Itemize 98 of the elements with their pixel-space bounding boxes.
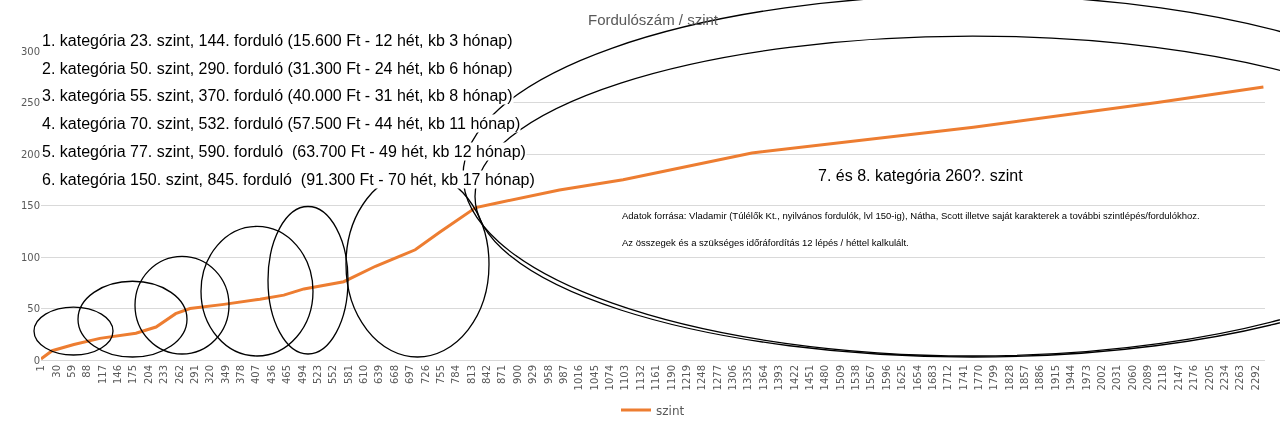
x-tick-label: 2176	[1188, 365, 1200, 391]
x-tick-label: 581	[342, 365, 354, 385]
x-tick-label: 2234	[1218, 365, 1230, 391]
x-tick-label: 146	[112, 365, 124, 385]
annotation: 5. kategória 77. szint, 590. forduló (63.700 Ft - 49 hét, kb 12 hónap)	[42, 143, 526, 160]
annotation: 4. kategória 70. szint, 532. forduló (57.500 Ft - 44 hét, kb 11 hónap)	[42, 115, 521, 132]
x-tick-label: 610	[358, 365, 370, 385]
x-tick-label: 784	[450, 365, 462, 385]
x-tick-label: 2002	[1095, 365, 1107, 391]
x-tick-label: 2205	[1203, 365, 1215, 391]
x-tick-label: 523	[311, 365, 323, 385]
x-tick-label: 987	[557, 365, 569, 385]
y-tick-label: 250	[20, 97, 40, 108]
text: 1. kategória 23. szint, 144. forduló (15.600 Ft - 12 hét, kb 3 hónap)	[42, 32, 513, 49]
x-tick-label: 1	[35, 365, 47, 372]
x-tick-label: 1161	[650, 365, 662, 391]
x-tick-label: 697	[404, 365, 416, 385]
x-tick-label: 349	[219, 365, 231, 385]
x-tick-label: 494	[296, 365, 308, 385]
annotation: 7. és 8. kategória 260?. szint	[818, 167, 1024, 184]
x-tick-label: 668	[388, 365, 400, 385]
x-tick-label: 552	[327, 365, 339, 385]
x-tick-label: 1451	[803, 365, 815, 391]
x-tick-label: 117	[96, 365, 108, 385]
x-tick-label: 175	[127, 365, 139, 385]
x-tick-label: 1567	[865, 365, 877, 391]
x-tick-label: 1219	[680, 365, 692, 391]
x-tick-label: 1857	[1019, 365, 1031, 391]
x-tick-label: 1335	[742, 365, 754, 391]
x-tick-label: 1654	[911, 365, 923, 391]
x-tick-label: 1306	[727, 365, 739, 391]
y-tick-label: 0	[33, 354, 40, 366]
x-tick-label: 813	[465, 365, 477, 385]
x-tick-label: 1596	[880, 365, 892, 391]
x-tick-label: 262	[173, 365, 185, 385]
x-tick-label: 59	[66, 365, 77, 378]
x-tick-label: 1277	[711, 365, 723, 391]
x-tick-label: 2060	[1126, 365, 1138, 391]
x-tick-label: 755	[434, 365, 446, 385]
x-tick-label: 1683	[926, 365, 938, 391]
x-tick-label: 1538	[850, 365, 862, 391]
x-tick-label: 842	[481, 365, 493, 385]
x-tick-label: 1886	[1034, 365, 1046, 391]
x-tick-label: 1422	[788, 365, 800, 391]
x-tick-label: 1074	[604, 365, 616, 391]
x-tick-label: 2263	[1234, 365, 1246, 391]
annotation: 2. kategória 50. szint, 290. forduló (31.300 Ft - 24 hét, kb 6 hónap)	[42, 60, 513, 77]
x-tick-label: 1132	[634, 365, 646, 391]
line-series	[41, 85, 1265, 360]
x-tick-label: 30	[50, 365, 62, 378]
x-tick-label: 900	[511, 365, 523, 385]
y-tick-label: 200	[20, 148, 40, 160]
y-tick-label: 300	[20, 45, 40, 57]
x-tick-label: 436	[265, 365, 277, 385]
annotation: 3. kategória 55. szint, 370. forduló (40.000 Ft - 31 hét, kb 8 hónap)	[42, 87, 513, 104]
x-tick-label: 465	[281, 365, 293, 385]
y-tick-label: 50	[27, 303, 40, 314]
legend-label: szint	[656, 403, 685, 418]
x-tick-label: 1393	[773, 365, 785, 391]
x-tick-label: 639	[373, 365, 385, 385]
x-tick-label: 1248	[696, 365, 708, 391]
annotation: Adatok forrása: Vladamir (Túlélők Kt., nyilvános fordulók, lvl 150-ig), Nátha, Scott illetve saját karakterek a további szintlépés/fordulókhoz.	[622, 210, 1200, 221]
y-tick-label: 150	[20, 200, 40, 211]
x-tick-label: 726	[419, 365, 431, 385]
y-tick-label: 100	[20, 251, 40, 263]
x-tick-label: 320	[204, 365, 216, 385]
x-tick-label: 1770	[973, 365, 984, 391]
x-tick-label: 1625	[896, 365, 908, 391]
x-tick-label: 233	[158, 365, 170, 385]
x-tick-label: 1741	[957, 365, 969, 391]
x-tick-label: 1712	[942, 365, 954, 391]
x-tick-label: 378	[235, 365, 247, 385]
x-tick-label: 958	[542, 365, 554, 385]
x-tick-label: 1364	[757, 365, 769, 391]
x-tick-label: 1016	[573, 365, 585, 391]
x-tick-label: 2118	[1157, 365, 1169, 391]
x-tick-label: 2031	[1111, 365, 1123, 391]
x-tick-label: 1799	[988, 365, 1000, 391]
x-tick-label: 1480	[819, 365, 831, 391]
x-tick-label: 1915	[1049, 365, 1061, 391]
x-tick-label: 1045	[588, 365, 600, 391]
x-tick-label: 1828	[1003, 365, 1015, 391]
annotation: Az összegek és a szükséges időráfordítás 12 lépés / héttel kalkulált.	[622, 237, 909, 248]
x-tick-label: 1190	[665, 365, 677, 391]
x-tick-label: 1509	[834, 365, 846, 391]
annotation: 6. kategória 150. szint, 845. forduló (91.300 Ft - 70 hét, kb 17 hónap)	[42, 171, 535, 188]
x-tick-label: 407	[250, 365, 262, 385]
x-tick-label: 1103	[619, 365, 631, 391]
x-tick-label: 2292	[1249, 365, 1261, 391]
x-tick-label: 871	[496, 365, 508, 385]
x-tick-label: 929	[527, 365, 539, 385]
x-tick-label: 1944	[1065, 365, 1077, 391]
x-tick-label: 2147	[1172, 365, 1184, 391]
x-tick-label: 88	[81, 365, 93, 378]
x-tick-label: 2089	[1142, 365, 1154, 391]
x-tick-label: 204	[142, 365, 154, 385]
x-tick-label: 1973	[1080, 365, 1092, 391]
x-tick-label: 291	[188, 365, 200, 385]
